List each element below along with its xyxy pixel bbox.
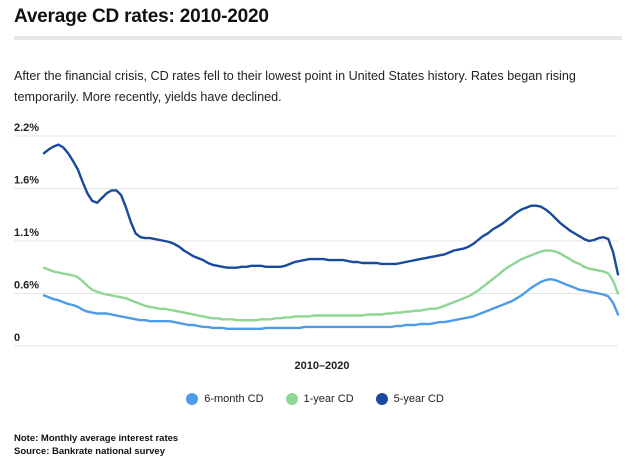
y-tick-label: 2.2% [14, 122, 39, 134]
gridlines [14, 135, 618, 347]
y-tick-label: 0 [14, 332, 20, 344]
y-tick-label: 1.1% [14, 227, 39, 239]
note-text: Note: Monthly average interest rates [14, 433, 179, 444]
legend-label: 5-year CD [393, 393, 444, 405]
y-axis-ticks: 0 0.6% 1.1% 1.6% 2.2% [14, 122, 39, 344]
x-axis-label: 2010–2020 [294, 360, 349, 372]
series-lines [42, 143, 620, 331]
legend-swatch [285, 393, 298, 405]
footnotes: Note: Monthly average interest rates Sou… [14, 432, 178, 458]
line-chart: 0 0.6% 1.1% 1.6% 2.2% 2010–2020 [14, 122, 620, 372]
legend-label: 1-year CD [303, 393, 354, 405]
chart-subtitle: After the financial crisis, CD rates fel… [14, 69, 576, 104]
series-line-5-year-cd [42, 143, 620, 276]
series-line-6-month-cd [42, 277, 620, 331]
legend-item: 5-year CD [375, 393, 444, 405]
legend: 6-month CD 1-year CD 5-year CD [0, 393, 630, 405]
legend-item: 1-year CD [285, 393, 354, 405]
y-tick-label: 0.6% [14, 280, 39, 292]
legend-label: 6-month CD [204, 393, 264, 405]
y-tick-label: 1.6% [14, 175, 39, 187]
legend-swatch [186, 393, 199, 405]
legend-swatch [375, 393, 388, 405]
series-line-1-year-cd [42, 249, 620, 322]
source-text: Source: Bankrate national survey [14, 446, 165, 457]
chart-title: Average CD rates: 2010-2020 [14, 6, 269, 27]
legend-item: 6-month CD [186, 393, 264, 405]
title-divider [14, 36, 622, 40]
